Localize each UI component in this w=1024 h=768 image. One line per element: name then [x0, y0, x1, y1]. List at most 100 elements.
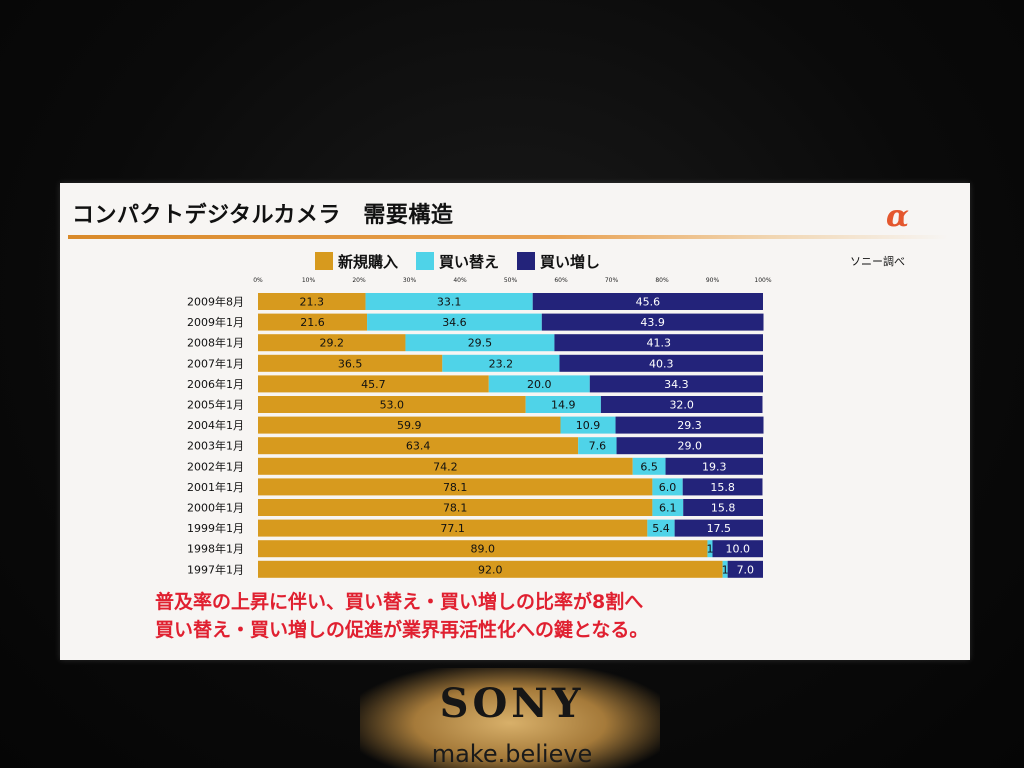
- legend-item-additional: 買い増し: [517, 251, 600, 272]
- bar-segment: [707, 540, 713, 558]
- bar-value-label: 45.7: [361, 378, 386, 391]
- bar-segment: [578, 437, 617, 455]
- bar-value-label: 29.3: [677, 419, 702, 432]
- bar-value-label: 89.0: [470, 543, 495, 556]
- bar-segment: [488, 375, 590, 393]
- axis-tick-label: 20%: [352, 277, 366, 284]
- bar-value-label: 6.1: [659, 502, 677, 515]
- bar-segment: [727, 560, 763, 578]
- chart-legend: 新規購入 買い替え 買い増し: [315, 251, 600, 271]
- row-label: 2003年1月: [187, 439, 244, 453]
- bar-segment: [647, 519, 675, 537]
- bar-value-label: 29.0: [678, 440, 703, 453]
- bar-segment: [554, 334, 763, 352]
- key-message-line-1: 普及率の上昇に伴い、買い替え・買い増しの比率が8割へ: [155, 591, 644, 613]
- bar-segment: [258, 293, 366, 310]
- bar-value-label: 20.0: [527, 378, 552, 391]
- axis-tick-label: 90%: [706, 277, 720, 284]
- bar-segment: [722, 560, 728, 578]
- bar-value-label: 29.5: [468, 337, 493, 350]
- bar-segment: [405, 334, 555, 352]
- bar-segment: [367, 313, 542, 331]
- bar-segment: [589, 375, 763, 393]
- bar-segment: [559, 354, 763, 372]
- bar-segment: [258, 437, 579, 455]
- axis-tick-label: 60%: [554, 277, 568, 284]
- bar-segment: [652, 499, 684, 516]
- source-note: ソニー調べ: [850, 255, 905, 268]
- bar-value-label: 29.2: [319, 337, 344, 350]
- bar-value-label: 15.8: [710, 481, 735, 494]
- bar-segment: [683, 499, 763, 516]
- bar-segment: [258, 375, 489, 393]
- bar-segment: [258, 519, 648, 537]
- bar-value-label: 6.0: [659, 481, 677, 494]
- bar-segment: [442, 354, 560, 372]
- bar-segment: [541, 313, 764, 331]
- axis-tick-label: 100%: [754, 277, 771, 284]
- bar-value-label: 78.1: [443, 502, 468, 515]
- bar-segment: [674, 519, 763, 537]
- bar-value-label: 7.0: [737, 563, 755, 576]
- row-label: 2008年1月: [187, 336, 244, 350]
- row-label: 2001年1月: [187, 480, 244, 494]
- axis-tick-label: 0%: [253, 277, 263, 284]
- slide-title: コンパクトデジタルカメラ 需要構造: [72, 203, 454, 228]
- axis-tick-label: 70%: [605, 277, 619, 284]
- row-label: 2005年1月: [187, 398, 244, 412]
- bar-segment: [258, 354, 443, 372]
- bar-segment: [258, 560, 723, 578]
- sony-tagline: make.believe: [431, 740, 593, 768]
- bar-value-label: 53.0: [380, 399, 405, 412]
- bar-value-label: 92.0: [478, 563, 503, 576]
- axis-tick-label: 30%: [403, 277, 417, 284]
- bar-value-label: 74.2: [433, 460, 458, 473]
- bar-value-label: 15.8: [711, 502, 736, 515]
- bar-segment: [600, 396, 763, 413]
- bar-segment: [616, 437, 763, 455]
- legend-item-new: 新規購入: [315, 251, 398, 272]
- bar-segment: [258, 313, 368, 331]
- bar-value-label: 1: [722, 563, 729, 576]
- bar-value-label: 59.9: [397, 419, 422, 432]
- row-label: 2009年1月: [187, 315, 244, 329]
- bar-value-label: 40.3: [649, 357, 674, 370]
- bar-segment: [258, 416, 561, 434]
- bar-value-label: 17.5: [707, 522, 732, 535]
- bar-value-label: 36.5: [338, 357, 363, 370]
- row-label: 2006年1月: [187, 377, 244, 391]
- bar-value-label: 77.1: [440, 522, 465, 535]
- key-message-line-2: 買い替え・買い増しの促進が業界再活性化への鍵となる。: [155, 619, 649, 641]
- bar-segment: [665, 457, 763, 475]
- bar-value-label: 10.0: [726, 543, 751, 556]
- legend-label-new: 新規購入: [338, 252, 399, 271]
- legend-label-replace: 買い替え: [439, 252, 500, 271]
- legend-swatch-replace: [416, 252, 435, 270]
- bar-value-label: 1: [706, 543, 713, 556]
- axis-tick-label: 50%: [504, 277, 518, 284]
- axis-tick-label: 40%: [453, 277, 467, 284]
- axis-tick-label: 80%: [655, 277, 669, 284]
- bar-segment: [258, 396, 526, 413]
- bar-segment: [258, 540, 708, 558]
- axis-tick-label: 10%: [302, 277, 316, 284]
- row-label: 2009年8月: [187, 295, 244, 309]
- bar-segment: [365, 293, 533, 310]
- row-label: 1997年1月: [187, 562, 244, 576]
- bar-value-label: 19.3: [702, 460, 727, 473]
- row-label: 2004年1月: [187, 418, 244, 432]
- bar-segment: [258, 334, 406, 352]
- bar-segment: [615, 416, 764, 434]
- stacked-bar-chart: 0% 10% 20% 30% 40% 50% 60% 70% 80% 90% 100% 2009年8月…: [187, 277, 772, 578]
- row-label: 2002年1月: [187, 459, 244, 473]
- bar-value-label: 41.3: [646, 337, 671, 350]
- legend-swatch-new: [315, 252, 333, 270]
- bar-segment: [258, 457, 633, 475]
- bar-value-label: 10.9: [576, 419, 601, 432]
- bar-value-label: 45.6: [636, 296, 661, 309]
- bar-value-label: 21.3: [300, 296, 325, 309]
- bar-segment: [525, 396, 601, 413]
- presentation-slide: コンパクトデジタルカメラ 需要構造 α 新規購入 買い替え 買い増し ソニー調べ…: [60, 183, 970, 660]
- bar-value-label: 78.1: [443, 481, 468, 494]
- row-label: 2000年1月: [187, 501, 244, 515]
